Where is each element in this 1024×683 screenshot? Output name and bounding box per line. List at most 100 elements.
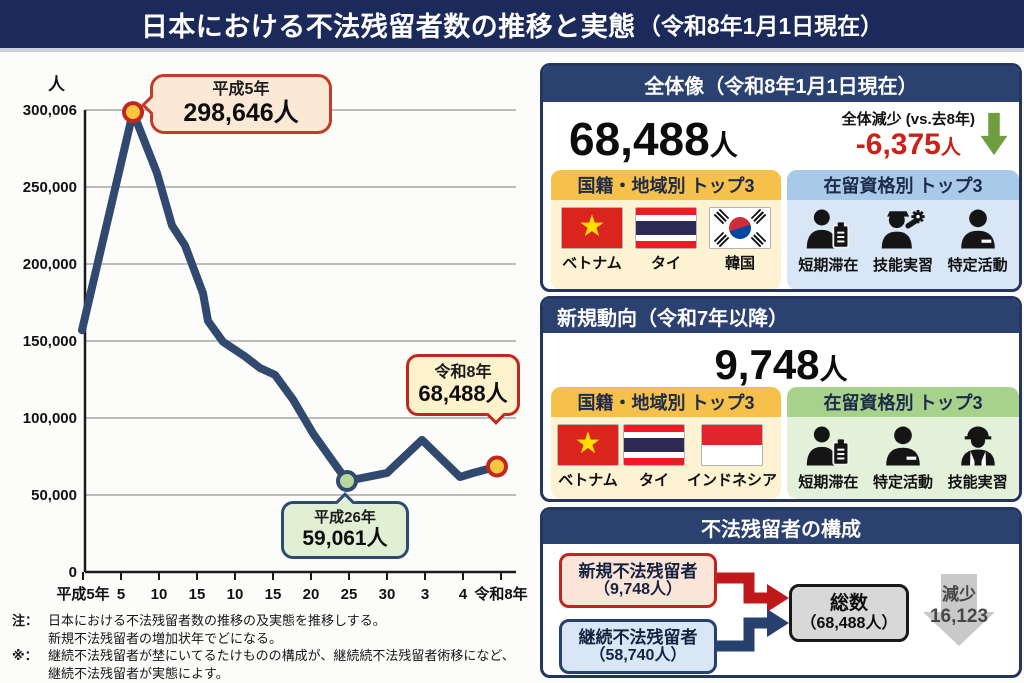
overview-total-value: 68,488 <box>569 113 710 165</box>
footnote-text: 日本における不法残留者数の推移の及実態を推移しする。 新規不法残留者の増加状年で… <box>48 612 540 647</box>
annotation-low-value: 59,061人 <box>302 526 388 550</box>
overview-panel-header: 全体像（令和8年1月1日現在） <box>543 66 1019 102</box>
new-overstayers-label: 新規不法残留者 <box>578 561 698 581</box>
trio-item: 技能実習 <box>866 207 941 275</box>
composition-panel-header: 不法残留者の構成 <box>543 510 1019 544</box>
title-bar: 日本における不法残留者数の推移と実態 （令和8年1月1日現在） <box>0 0 1024 52</box>
new-trend-total-value: 9,748 <box>714 341 820 388</box>
svg-text:300,006: 300,006 <box>23 102 77 119</box>
continuing-overstayers-label: 継続不法残留者 <box>578 627 698 647</box>
decrease-callout: 減少 16,123 <box>919 584 999 629</box>
trio-item: 短期滞在 <box>791 424 866 492</box>
svg-text:5: 5 <box>117 586 125 603</box>
trio-item: ★ ベトナム <box>555 207 629 273</box>
composition-flow-arrows <box>717 572 995 652</box>
decrease-callout-value: 16,123 <box>929 606 989 628</box>
trio-item: 特定活動 <box>940 207 1015 275</box>
total-count: （68,488人） <box>800 614 898 632</box>
overview-panel: 全体像（令和8年1月1日現在） 68,488人 全体減少 (vs.去8年) -6… <box>540 63 1022 292</box>
trio-item: 特定活動 <box>866 424 941 492</box>
footnote-marker: 注： <box>12 613 39 628</box>
annotation-peak-value: 298,646人 <box>183 98 299 127</box>
trio-label: 韓国 <box>724 255 755 272</box>
navy-flow-arrow <box>717 617 769 652</box>
person-clipboard-icon <box>805 207 851 251</box>
nationality-top3-header: 国籍・地域別 トップ3 <box>551 170 781 200</box>
vietnam-flag: ★ <box>561 207 623 249</box>
overview-total: 68,488人 <box>569 112 738 166</box>
trio-label: 短期滞在 <box>798 257 859 274</box>
trio-item: 技能実習 <box>940 424 1015 492</box>
footnote-line: 新規不法残留者の増加状年でどになる。 <box>48 630 283 646</box>
trio-label: ベトナム <box>558 472 618 489</box>
indonesia-flag <box>701 424 763 466</box>
nationality-top3-header: 国籍・地域別 トップ3 <box>551 387 781 417</box>
annotation-latest-year: 令和8年 <box>434 363 492 381</box>
total-box: 総数 （68,488人） <box>789 584 909 642</box>
svg-text:200,000: 200,000 <box>23 256 77 273</box>
decrease-callout-label: 減少 <box>942 585 976 604</box>
trio-label: 技能実習 <box>947 474 1008 491</box>
red-flow-arrow <box>717 572 769 604</box>
vietnam-flag: ★ <box>557 424 619 466</box>
annotation-low: 平成26年 59,061人 <box>281 492 409 559</box>
svg-text:150,000: 150,000 <box>23 333 77 350</box>
gray-decrease-arrow-icon <box>923 574 995 646</box>
svg-text:0: 0 <box>69 564 77 581</box>
svg-text:15: 15 <box>265 586 282 603</box>
decrease-value: -6,375人 <box>856 129 961 161</box>
svg-text:20: 20 <box>303 586 320 603</box>
total-label: 総数 <box>829 592 868 614</box>
new-trend-panel: 新規動向（令和7年以降） 9,748人 国籍・地域別 トップ3 ★ ベトナム タイ イ… <box>540 296 1022 502</box>
annotation-latest: 令和8年 68,488人 <box>406 354 520 425</box>
trio-label: ベトナム <box>562 255 622 272</box>
person-icon <box>880 424 926 468</box>
navy-flow-arrowhead <box>767 609 789 637</box>
svg-text:10: 10 <box>151 586 168 603</box>
footnote-line: 日本における不法残留者数の推移の及実態を推移しする。 <box>48 613 386 628</box>
svg-text:平成5年: 平成5年 <box>56 585 109 603</box>
nationality-top3-items: ★ ベトナム タイ 韓国 <box>551 200 781 273</box>
trio-label: 短期滞在 <box>798 474 859 491</box>
trio-item: 韓国 <box>703 207 777 273</box>
nationality-top3-items: ★ ベトナム タイ インドネシア <box>551 417 781 490</box>
south-korea-flag <box>709 207 771 249</box>
person-icon <box>955 207 1001 251</box>
trio-label: 技能実習 <box>873 257 934 274</box>
trio-item: タイ <box>621 424 687 490</box>
status-top3-header: 在留資格別 トップ3 <box>787 387 1019 417</box>
svg-text:25: 25 <box>341 586 358 603</box>
page-title-date: （令和8年1月1日現在） <box>637 13 884 39</box>
status-top3-header: 在留資格別 トップ3 <box>787 170 1019 200</box>
decrease-number: -6,375 <box>855 128 941 161</box>
status-top3-items: 短期滞在 特定活動 技能実習 <box>787 417 1019 492</box>
new-trend-status-box: 在留資格別 トップ3 短期滞在 特定活動 技能実習 <box>787 387 1019 499</box>
footnote-line: 継続不法残留者が実態によす。 <box>48 665 229 681</box>
svg-text:250,000: 250,000 <box>23 179 77 196</box>
thailand-flag <box>635 207 697 249</box>
svg-text:4: 4 <box>459 586 468 603</box>
overview-decrease-text: 全体減少 (vs.去8年) -6,375人 <box>842 108 975 161</box>
status-top3-items: 短期滞在 技能実習 特定活動 <box>787 200 1019 275</box>
svg-text:15: 15 <box>189 586 206 603</box>
trio-item: ★ ベトナム <box>555 424 621 490</box>
red-flow-arrowhead <box>767 584 789 612</box>
footnote-1: 注： 日本における不法残留者数の推移の及実態を推移しする。 新規不法残留者の増加… <box>12 612 540 647</box>
trio-item: インドネシア <box>687 424 777 490</box>
trio-label: インドネシア <box>687 472 778 489</box>
annotation-low-year: 平成26年 <box>314 508 376 526</box>
person-clipboard-icon <box>805 424 851 468</box>
thailand-flag <box>623 424 685 466</box>
trio-label: 特定活動 <box>947 257 1008 274</box>
footnotes: 注： 日本における不法残留者数の推移の及実態を推移しする。 新規不法残留者の増加… <box>12 612 540 682</box>
continuing-overstayers-count: （58,740人） <box>589 647 687 665</box>
overview-decrease: 全体減少 (vs.去8年) -6,375人 <box>842 108 1009 161</box>
svg-text:10: 10 <box>227 586 244 603</box>
overview-status-box: 在留資格別 トップ3 短期滞在 技能実習 特定活動 <box>787 170 1019 289</box>
trio-item: 短期滞在 <box>791 207 866 275</box>
footnote-line: 継続不法残留者が埜にいてるたけものの構成が、継続続不法残留者術移になど、 <box>48 648 515 664</box>
footnote-2: ※： 継続不法残留者が埜にいてるたけものの構成が、継続続不法残留者術移になど、 … <box>12 647 540 682</box>
svg-text:100,000: 100,000 <box>23 410 77 427</box>
footnote-marker: ※： <box>12 648 38 664</box>
new-trend-total-suffix: 人 <box>819 354 848 385</box>
